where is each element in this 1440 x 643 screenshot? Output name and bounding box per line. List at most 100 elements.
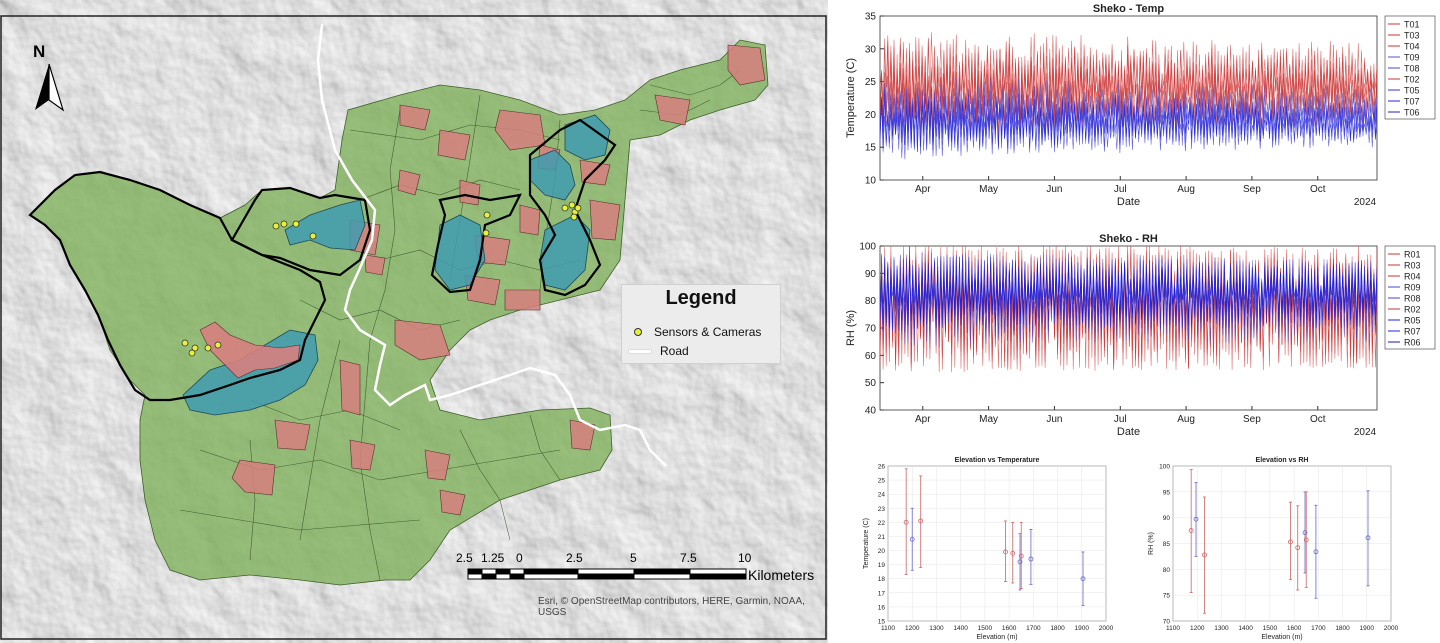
data-point <box>1302 530 1308 536</box>
x-tick-label: 1400 <box>953 625 968 632</box>
chart-title: Sheko - Temp <box>1093 3 1165 15</box>
x-tick-label: Jun <box>1046 184 1062 195</box>
scale-label: 1.25 <box>481 551 505 565</box>
plot-area <box>887 465 1107 622</box>
y-tick-label: 30 <box>865 44 877 55</box>
y-tick-label: 70 <box>865 324 877 335</box>
data-point <box>1365 535 1371 541</box>
y-tick-label: 19 <box>878 562 886 569</box>
y-tick-label: 85 <box>1163 541 1171 548</box>
y-tick-label: 16 <box>878 604 886 611</box>
y-tick-label: 40 <box>865 406 877 417</box>
x-tick-label: 1800 <box>1050 625 1065 632</box>
legend-label: T05 <box>1404 86 1420 96</box>
y-tick-label: 25 <box>865 77 877 88</box>
x-tick-label: Aug <box>1177 414 1195 425</box>
data-point <box>1303 537 1309 543</box>
y-tick-label: 100 <box>859 242 876 253</box>
legend-label: R02 <box>1404 305 1421 315</box>
x-tick-label: Apr <box>915 184 931 195</box>
y-tick-label: 80 <box>1163 567 1171 574</box>
scale-bar <box>467 568 747 580</box>
series-line-r06 <box>880 256 1377 328</box>
y-tick-label: 24 <box>878 492 886 499</box>
scale-label: 2.5 <box>456 551 473 565</box>
y-tick-label: 15 <box>865 143 877 154</box>
map-legend: Legend Sensors & Cameras Road <box>621 284 781 364</box>
year-label: 2024 <box>1354 197 1377 208</box>
y-tick-label: 26 <box>878 464 886 471</box>
x-tick-label: 1900 <box>1075 625 1090 632</box>
legend-label: R03 <box>1404 261 1421 271</box>
x-tick-label: 1300 <box>929 625 944 632</box>
map-frame <box>0 15 827 640</box>
x-tick-label: 1300 <box>1214 625 1229 632</box>
x-axis-label: Date <box>1117 196 1140 208</box>
y-tick-label: 22 <box>878 520 886 527</box>
data-point <box>1188 528 1194 533</box>
x-tick-label: Apr <box>915 414 931 425</box>
data-point <box>1018 553 1024 559</box>
data-point <box>1017 559 1023 565</box>
x-tick-label: Jul <box>1114 414 1127 425</box>
scale-label: 7.5 <box>680 551 697 565</box>
y-tick-label: 21 <box>878 534 886 541</box>
map-panel: N Legend Sensors & Cameras Road 2.5 1.25… <box>0 0 828 643</box>
x-axis-label: Date <box>1117 426 1140 438</box>
x-tick-label: 1700 <box>1026 625 1041 632</box>
x-tick-label: 1200 <box>1190 625 1205 632</box>
map-attribution: Esri, © OpenStreetMap contributors, HERE… <box>538 596 805 618</box>
x-tick-label: 1500 <box>978 625 993 632</box>
x-tick-label: Sep <box>1243 184 1261 195</box>
y-tick-label: 60 <box>865 351 877 362</box>
elevation-rh-chart: Elevation vs RH 1100 1200 1300 1400 1500 1600 1… <box>1148 457 1399 641</box>
x-tick-label: 1200 <box>905 625 920 632</box>
legend-label: R09 <box>1404 283 1421 293</box>
x-tick-label: 1800 <box>1335 625 1350 632</box>
y-tick-label: 80 <box>865 296 877 307</box>
year-label: 2024 <box>1354 427 1377 438</box>
data-point <box>1028 556 1034 562</box>
legend-title: Legend <box>665 287 737 309</box>
y-tick-label: 35 <box>865 12 877 23</box>
road-line <box>316 23 667 467</box>
x-tick-label: 1400 <box>1238 625 1253 632</box>
y-axis-label: RH (%) <box>845 310 857 346</box>
y-tick-label: 15 <box>878 619 886 626</box>
y-tick-label: 20 <box>878 548 886 555</box>
legend-item-sensors: Sensors & Cameras <box>654 325 762 339</box>
y-tick-label: 25 <box>878 478 886 485</box>
road-line-icon <box>628 349 652 354</box>
legend-item-road: Road <box>660 344 689 358</box>
elevation-temperature-chart: Elevation vs Temperature 1100 1200 1300 1400… <box>863 457 1114 641</box>
x-tick-label: 1600 <box>1287 625 1302 632</box>
y-axis-label: Temperature (C) <box>863 518 870 569</box>
data-point <box>1193 516 1199 522</box>
x-axis-label: Elevation (m) <box>976 634 1017 641</box>
x-tick-label: 2000 <box>1099 625 1114 632</box>
scale-unit: Kilometers <box>748 567 815 583</box>
x-tick-label: Sep <box>1243 414 1261 425</box>
x-tick-label: 1100 <box>881 625 895 632</box>
scale-label: 0 <box>516 551 523 565</box>
legend-label: T09 <box>1404 53 1420 63</box>
rh-timeseries-chart: Sheko - RH 40 50 60 70 80 90 100 Apr May Jun Jul Aug… <box>845 233 1436 438</box>
y-tick-label: 20 <box>865 110 877 121</box>
series-line-t06 <box>880 97 1377 160</box>
y-tick-label: 100 <box>1159 464 1170 471</box>
data-point <box>1313 549 1319 555</box>
x-tick-label: 1100 <box>1166 625 1180 632</box>
scale-label: 5 <box>630 551 637 565</box>
data-point <box>1003 549 1008 555</box>
data-point <box>903 519 909 525</box>
sensor-points[interactable] <box>181 201 582 357</box>
y-tick-label: 10 <box>865 176 877 187</box>
y-tick-label: 70 <box>1163 619 1171 626</box>
legend-label: R07 <box>1404 327 1421 337</box>
legend-label: T04 <box>1404 42 1420 52</box>
legend-label: T03 <box>1404 31 1420 41</box>
x-tick-label: Aug <box>1177 184 1195 195</box>
deforestation-patches <box>231 44 766 516</box>
legend-label: R01 <box>1404 250 1421 260</box>
x-tick-label: 2000 <box>1384 625 1399 632</box>
